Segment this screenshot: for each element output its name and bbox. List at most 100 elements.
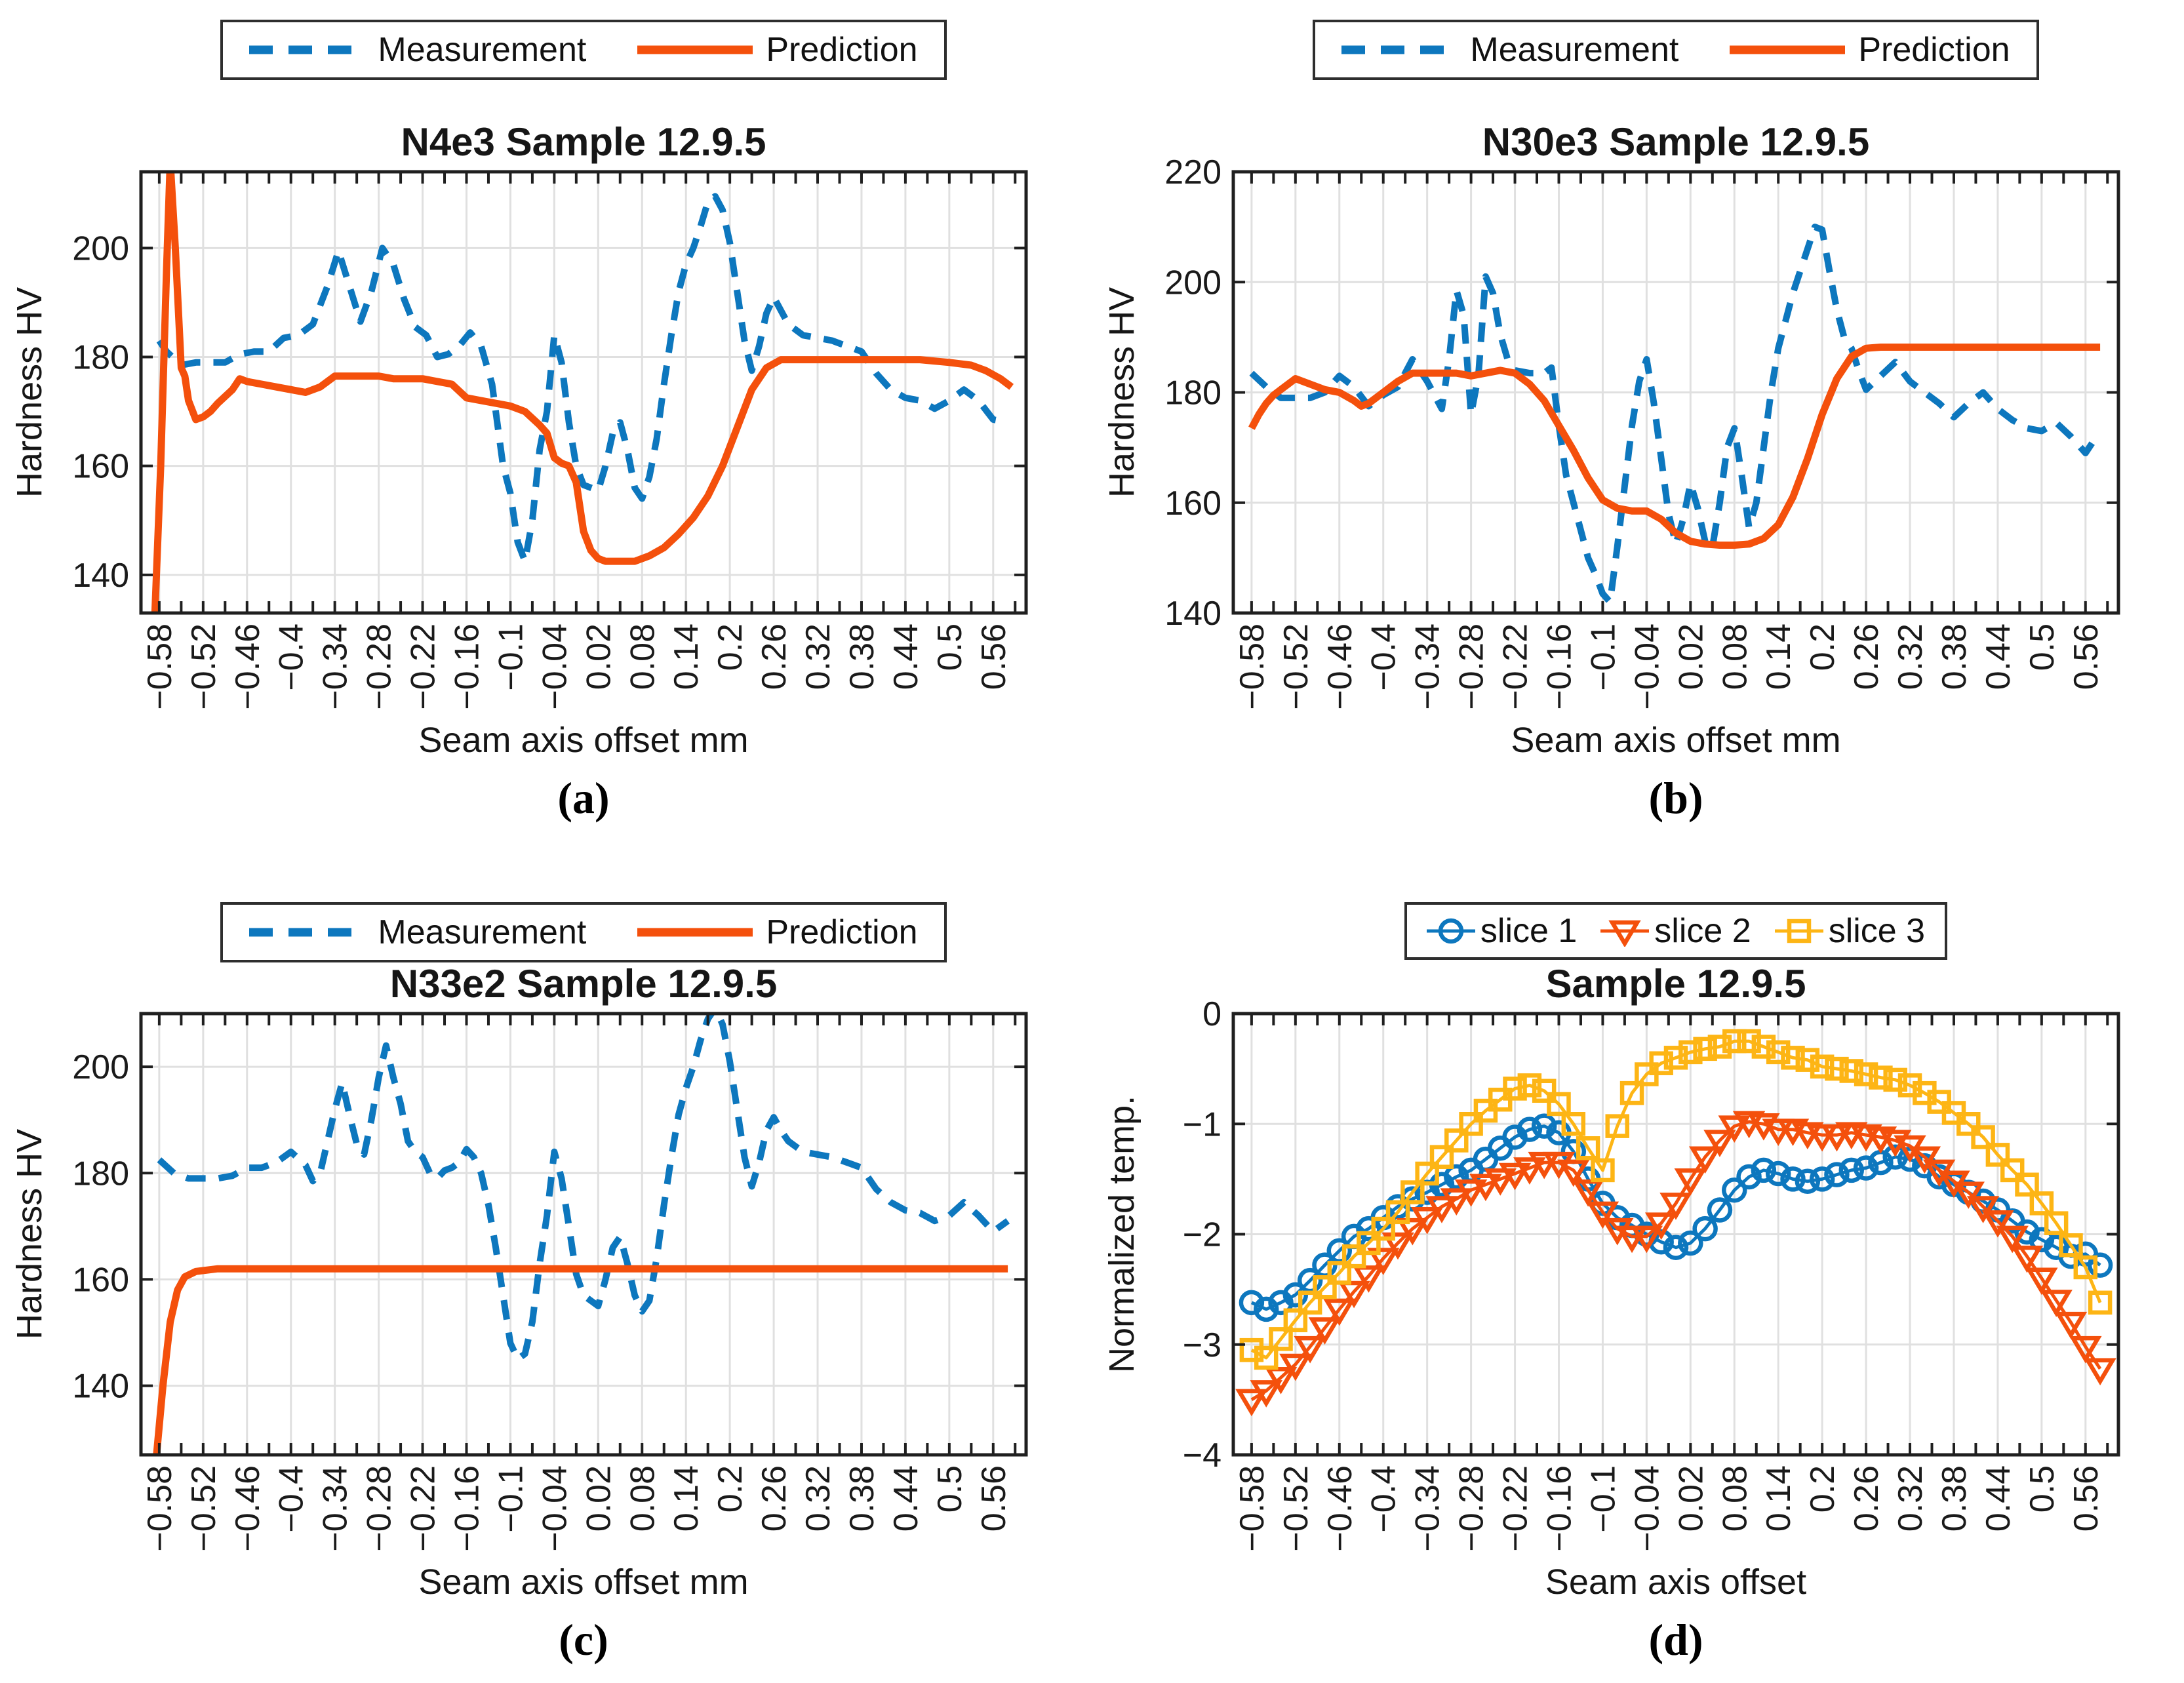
svg-text:180: 180 xyxy=(72,1155,129,1193)
legend-label: Prediction xyxy=(766,31,918,69)
svg-text:0.32: 0.32 xyxy=(799,624,837,690)
svg-text:−0.22: −0.22 xyxy=(1497,624,1535,710)
legend-item-slice3: slice 3 xyxy=(1774,912,1926,950)
svg-text:0.44: 0.44 xyxy=(887,624,925,690)
legend-label: Measurement xyxy=(1470,31,1679,69)
measurement-dashed-line-icon xyxy=(1341,45,1458,54)
legend-item-slice2: slice 2 xyxy=(1600,914,1751,948)
svg-text:−0.4: −0.4 xyxy=(273,624,311,691)
legend-item-measurement: Measurement xyxy=(1341,33,1678,67)
chart-title: Sample 12.9.5 xyxy=(1545,962,1806,1006)
svg-text:0.32: 0.32 xyxy=(799,1465,837,1532)
svg-text:0.08: 0.08 xyxy=(624,624,662,690)
svg-text:−0.16: −0.16 xyxy=(1541,1465,1579,1552)
svg-text:−0.34: −0.34 xyxy=(1409,1465,1447,1552)
svg-text:−0.58: −0.58 xyxy=(1233,1465,1271,1552)
measurement-dashed-line-icon xyxy=(249,928,365,937)
svg-text:0.32: 0.32 xyxy=(1892,1465,1930,1532)
legend-a: Measurement Prediction xyxy=(220,20,947,80)
legend-b: Measurement Prediction xyxy=(1313,20,2039,80)
svg-text:−0.16: −0.16 xyxy=(448,1465,486,1552)
svg-text:0.56: 0.56 xyxy=(975,624,1013,690)
legend-label: Prediction xyxy=(1858,31,2010,69)
legend-label: slice 2 xyxy=(1654,912,1751,950)
svg-text:0.08: 0.08 xyxy=(624,1465,662,1532)
chart-canvas-c: −0.58 −0.52 −0.46 −0.4 −0.34 −0.28 −0.22 −0.16−… xyxy=(72,1012,1028,1552)
svg-text:0.08: 0.08 xyxy=(1716,624,1754,690)
svg-text:−0.4: −0.4 xyxy=(1365,1465,1403,1533)
legend-item-slice1: slice 1 xyxy=(1426,912,1578,950)
svg-text:−0.28: −0.28 xyxy=(1453,624,1491,710)
svg-text:0.5: 0.5 xyxy=(2023,624,2061,671)
panel-c: Measurement Prediction N33e2 Sample 12.9… xyxy=(0,842,1092,1683)
svg-text:−2: −2 xyxy=(1183,1216,1221,1254)
svg-text:−0.58: −0.58 xyxy=(141,1465,179,1552)
svg-text:−0.4: −0.4 xyxy=(273,1465,311,1533)
legend-label: slice 3 xyxy=(1828,912,1926,950)
svg-text:140: 140 xyxy=(1164,595,1221,633)
svg-text:−0.04: −0.04 xyxy=(1628,624,1666,710)
x-axis-label: Seam axis offset xyxy=(1545,1562,1807,1602)
svg-text:0.38: 0.38 xyxy=(1936,624,1974,690)
svg-text:160: 160 xyxy=(1164,485,1221,523)
slice2-triangle-marker-icon xyxy=(1600,920,1650,947)
caption-a: (a) xyxy=(557,773,610,823)
svg-text:−0.16: −0.16 xyxy=(448,624,486,710)
svg-text:160: 160 xyxy=(72,448,129,486)
svg-text:220: 220 xyxy=(1164,153,1221,191)
svg-text:−0.34: −0.34 xyxy=(317,624,355,710)
chart-canvas-d: −0.58 −0.52 −0.46 −0.4 −0.34 −0.28 −0.22 −0.16−… xyxy=(1183,995,2120,1552)
svg-text:140: 140 xyxy=(72,557,129,595)
chart-canvas-b: −0.58 −0.52 −0.46 −0.4 −0.34 −0.28 −0.22 −0.16−… xyxy=(1164,153,2120,710)
svg-text:0.38: 0.38 xyxy=(843,624,881,690)
panel-b: Measurement Prediction N30e3 Sample 12.9… xyxy=(1092,0,2184,841)
svg-text:0.14: 0.14 xyxy=(1760,624,1798,690)
svg-text:0.26: 0.26 xyxy=(1848,1465,1886,1532)
chart-canvas-a: −0.58 −0.52 −0.46 −0.4 −0.34 −0.28 −0.22 −0.16−… xyxy=(72,170,1028,710)
svg-text:0.02: 0.02 xyxy=(580,1465,618,1532)
legend-d: slice 1 slice 2 slice 3 xyxy=(1404,902,1948,960)
svg-text:−0.22: −0.22 xyxy=(405,1465,443,1552)
svg-text:0.26: 0.26 xyxy=(1848,624,1886,690)
slice3-square-marker-icon xyxy=(1774,919,1823,943)
chart-title: N30e3 Sample 12.9.5 xyxy=(1482,120,1870,164)
legend-c: Measurement Prediction xyxy=(220,902,947,962)
caption-c: (c) xyxy=(559,1615,608,1665)
x-axis-label: Seam axis offset mm xyxy=(418,1562,749,1602)
y-axis-label: Hardness HV xyxy=(10,287,49,498)
legend-wrap: Measurement Prediction xyxy=(141,20,1026,80)
svg-text:180: 180 xyxy=(72,338,129,376)
caption-d: (d) xyxy=(1648,1615,1703,1665)
y-axis-label: Hardness HV xyxy=(1102,287,1142,498)
svg-text:0.38: 0.38 xyxy=(1936,1465,1974,1532)
svg-text:−0.46: −0.46 xyxy=(1321,624,1359,710)
svg-text:−4: −4 xyxy=(1183,1436,1221,1475)
svg-text:0.08: 0.08 xyxy=(1716,1465,1754,1532)
legend-label: Measurement xyxy=(378,31,587,69)
svg-text:−0.1: −0.1 xyxy=(1584,1465,1622,1533)
svg-text:−0.34: −0.34 xyxy=(1409,624,1447,710)
svg-text:−0.1: −0.1 xyxy=(1584,624,1622,691)
svg-text:0.2: 0.2 xyxy=(1804,624,1842,671)
legend-label: slice 1 xyxy=(1480,912,1578,950)
svg-text:0.14: 0.14 xyxy=(667,624,705,690)
svg-text:−0.52: −0.52 xyxy=(185,1465,223,1552)
svg-text:0.44: 0.44 xyxy=(887,1465,925,1532)
svg-text:−0.52: −0.52 xyxy=(185,624,223,710)
svg-text:0.2: 0.2 xyxy=(711,1465,749,1513)
svg-text:−0.52: −0.52 xyxy=(1277,624,1315,710)
svg-text:−0.4: −0.4 xyxy=(1365,624,1403,691)
svg-text:−0.22: −0.22 xyxy=(1497,1465,1535,1552)
svg-text:0.02: 0.02 xyxy=(1672,1465,1710,1532)
svg-text:0.26: 0.26 xyxy=(755,624,793,690)
svg-text:−0.22: −0.22 xyxy=(405,624,443,710)
legend-wrap: slice 1 slice 2 slice 3 xyxy=(1233,902,2118,960)
legend-label: Prediction xyxy=(766,913,918,951)
svg-text:200: 200 xyxy=(72,1048,129,1086)
slice1-circle-marker-icon xyxy=(1426,918,1475,944)
measurement-dashed-line-icon xyxy=(249,45,365,54)
svg-text:200: 200 xyxy=(72,229,129,267)
svg-text:−0.46: −0.46 xyxy=(1321,1465,1359,1552)
svg-text:−1: −1 xyxy=(1183,1105,1221,1143)
